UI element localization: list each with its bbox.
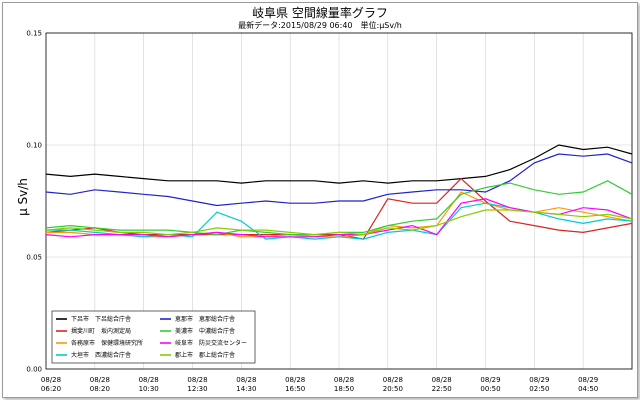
legend-label: 下呂市 下呂総合庁舎 — [71, 315, 131, 323]
x-tick-time: 20:50 — [383, 385, 403, 393]
x-tick-date: 08/29 — [578, 376, 598, 384]
y-tick-label: 0.00 — [26, 366, 42, 374]
x-tick-time: 00:50 — [480, 385, 500, 393]
x-tick-time: 06:20 — [41, 385, 61, 393]
x-tick-time: 16:50 — [285, 385, 305, 393]
y-tick-label: 0.10 — [26, 142, 42, 150]
x-tick-date: 08/28 — [236, 376, 256, 384]
x-tick-time: 22:50 — [432, 385, 452, 393]
x-tick-date: 08/28 — [41, 376, 61, 384]
x-tick-time: 14:30 — [236, 385, 256, 393]
y-tick-label: 0.05 — [26, 254, 42, 262]
series-line — [45, 144, 633, 184]
axes: 0.000.050.100.1508/2806:2008/2808:2008/2… — [26, 30, 633, 393]
series-lines — [45, 144, 633, 240]
y-tick-label: 0.15 — [26, 30, 42, 38]
plot-border — [45, 32, 633, 370]
x-tick-date: 08/28 — [432, 376, 452, 384]
legend-label: 恵那市 恵那総合庁舎 — [175, 315, 235, 323]
legend-label: 美濃市 中濃総合庁舎 — [175, 327, 235, 335]
chart-subtitle: 最新データ:2015/08/29 06:40 単位:μSv/h — [238, 21, 402, 30]
legend-box — [51, 310, 256, 364]
legend-label: 大垣市 西濃総合庁舎 — [71, 351, 131, 359]
x-tick-date: 08/28 — [383, 376, 403, 384]
x-tick-time: 10:30 — [139, 385, 159, 393]
x-tick-date: 08/28 — [285, 376, 305, 384]
chart-title: 岐阜県 空間線量率グラフ — [252, 6, 388, 20]
legend-label: 揖斐川町 坂内測定局 — [71, 327, 131, 335]
x-tick-time: 18:50 — [334, 385, 354, 393]
x-tick-date: 08/29 — [480, 376, 500, 384]
x-tick-date: 08/29 — [529, 376, 549, 384]
x-tick-time: 02:50 — [529, 385, 549, 393]
x-tick-date: 08/28 — [334, 376, 354, 384]
x-tick-time: 04:50 — [578, 385, 598, 393]
series-line — [45, 209, 633, 236]
legend-label: 岐阜市 防災交流センター — [175, 339, 247, 347]
legend-label: 各務原市 保健環境研究所 — [71, 339, 143, 347]
x-tick-date: 08/28 — [139, 376, 159, 384]
legend-label: 郡上市 郡上総合庁舎 — [175, 351, 235, 359]
x-tick-date: 08/28 — [187, 376, 207, 384]
series-line — [45, 153, 633, 207]
x-tick-time: 08:20 — [90, 385, 110, 393]
x-tick-date: 08/28 — [90, 376, 110, 384]
x-tick-time: 12:30 — [187, 385, 207, 393]
